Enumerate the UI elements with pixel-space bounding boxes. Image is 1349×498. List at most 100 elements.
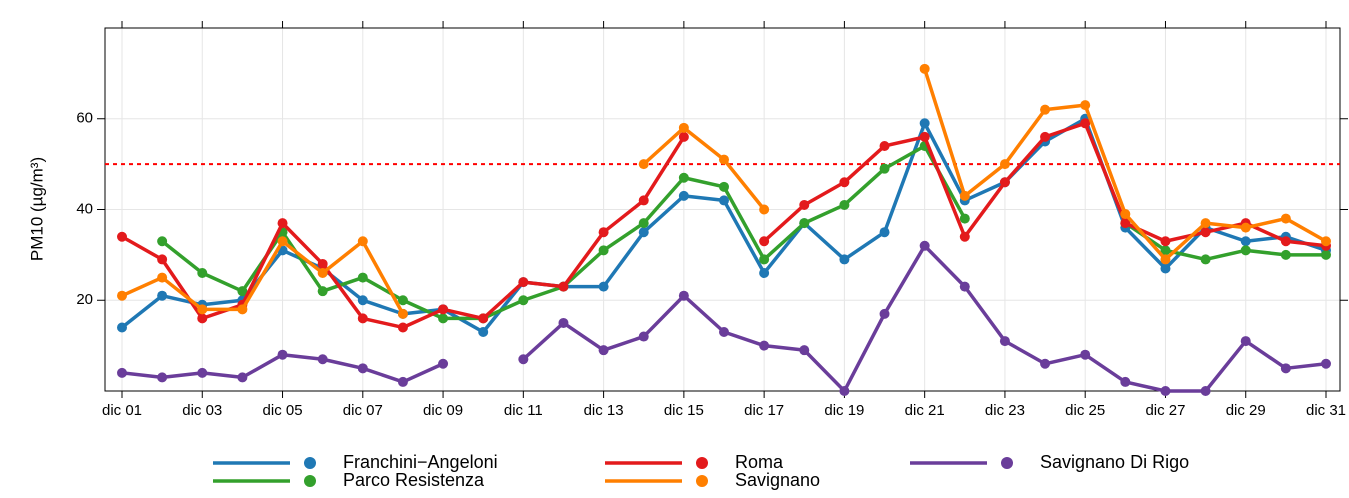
series-point — [1120, 376, 1131, 387]
series-point — [1040, 358, 1051, 369]
series-point — [1040, 104, 1051, 115]
series-point — [799, 199, 810, 210]
x-tick-label: dic 01 — [102, 402, 142, 419]
series-point — [237, 304, 248, 315]
x-tick-label: dic 09 — [423, 402, 463, 419]
series-point — [197, 367, 208, 378]
series-point — [879, 308, 890, 319]
series-point — [317, 354, 328, 365]
series-point — [598, 245, 609, 256]
series-point — [237, 372, 248, 383]
series-point — [959, 213, 970, 224]
series-point — [959, 190, 970, 201]
series-point — [638, 331, 649, 342]
series-point — [1080, 100, 1091, 111]
series-point — [678, 190, 689, 201]
series-point — [197, 313, 208, 324]
series-point — [919, 63, 930, 74]
series-point — [117, 231, 127, 242]
x-tick-label: dic 25 — [1065, 402, 1105, 419]
series-point — [678, 131, 689, 142]
legend-label: Roma — [735, 452, 784, 472]
series-point — [678, 290, 689, 301]
series-point — [357, 272, 368, 283]
y-tick-label: 40 — [76, 200, 93, 217]
series-point — [277, 349, 288, 360]
series-point — [598, 281, 609, 292]
series-point — [719, 327, 729, 338]
series-point — [999, 336, 1010, 347]
series-point — [117, 290, 127, 301]
series-point — [397, 295, 408, 306]
series-point — [438, 313, 449, 324]
series-point — [157, 254, 168, 265]
series-point — [719, 154, 729, 165]
x-tick-label: dic 03 — [182, 402, 222, 419]
series-point — [759, 340, 770, 351]
series-point — [1200, 254, 1211, 265]
series-point — [759, 254, 770, 265]
series-point — [1080, 349, 1091, 360]
legend-point — [696, 475, 708, 487]
series-point — [598, 345, 609, 356]
series-point — [397, 322, 408, 333]
x-tick-label: dic 31 — [1306, 402, 1346, 419]
x-tick-label: dic 19 — [824, 402, 864, 419]
x-tick-label: dic 23 — [985, 402, 1025, 419]
series-point — [558, 317, 569, 328]
series-point — [1160, 236, 1171, 247]
series-line — [121, 244, 1327, 393]
x-tick-label: dic 21 — [905, 402, 945, 419]
series-point — [919, 240, 930, 251]
series-point — [357, 363, 368, 374]
series-point — [959, 281, 970, 292]
series-point — [478, 327, 489, 338]
series-point — [237, 286, 248, 297]
legend-point — [304, 475, 316, 487]
series-point — [1240, 222, 1251, 233]
series-point — [157, 290, 168, 301]
legend-point — [1001, 457, 1013, 469]
series-point — [438, 304, 449, 315]
legend-label: Savignano — [735, 470, 820, 490]
series-point — [1200, 218, 1211, 229]
series-point — [357, 313, 368, 324]
series-point — [1240, 336, 1251, 347]
x-tick-label: dic 27 — [1145, 402, 1185, 419]
series-point — [1240, 245, 1251, 256]
series-point — [1120, 218, 1131, 229]
series-point — [1280, 249, 1291, 260]
series-point — [759, 268, 770, 279]
series-point — [719, 181, 729, 192]
series-point — [277, 218, 288, 229]
series-point — [197, 268, 208, 279]
series-point — [397, 376, 408, 387]
series-point — [1080, 118, 1091, 129]
x-tick-label: dic 15 — [664, 402, 704, 419]
x-tick-label: dic 13 — [584, 402, 624, 419]
plot-frame — [104, 27, 1341, 392]
x-tick-label: dic 17 — [744, 402, 784, 419]
series-point — [157, 372, 168, 383]
series-point — [678, 172, 689, 183]
series-point — [879, 163, 890, 174]
series-point — [117, 367, 127, 378]
series-point — [1240, 236, 1251, 247]
series-point — [277, 236, 288, 247]
series-point — [839, 177, 850, 188]
series-point — [839, 254, 850, 265]
legend-label: Parco Resistenza — [343, 470, 485, 490]
series-point — [1321, 358, 1331, 369]
series-point — [157, 272, 168, 283]
series-point — [518, 277, 529, 288]
series-point — [478, 313, 489, 324]
series-point — [999, 159, 1010, 170]
series-point — [1200, 386, 1211, 396]
series-point — [1160, 263, 1171, 274]
series-point — [839, 199, 850, 210]
y-tick-label: 20 — [76, 291, 93, 308]
series-point — [879, 140, 890, 151]
series-point — [518, 295, 529, 306]
series-point — [518, 354, 529, 365]
x-tick-label: dic 05 — [263, 402, 303, 419]
